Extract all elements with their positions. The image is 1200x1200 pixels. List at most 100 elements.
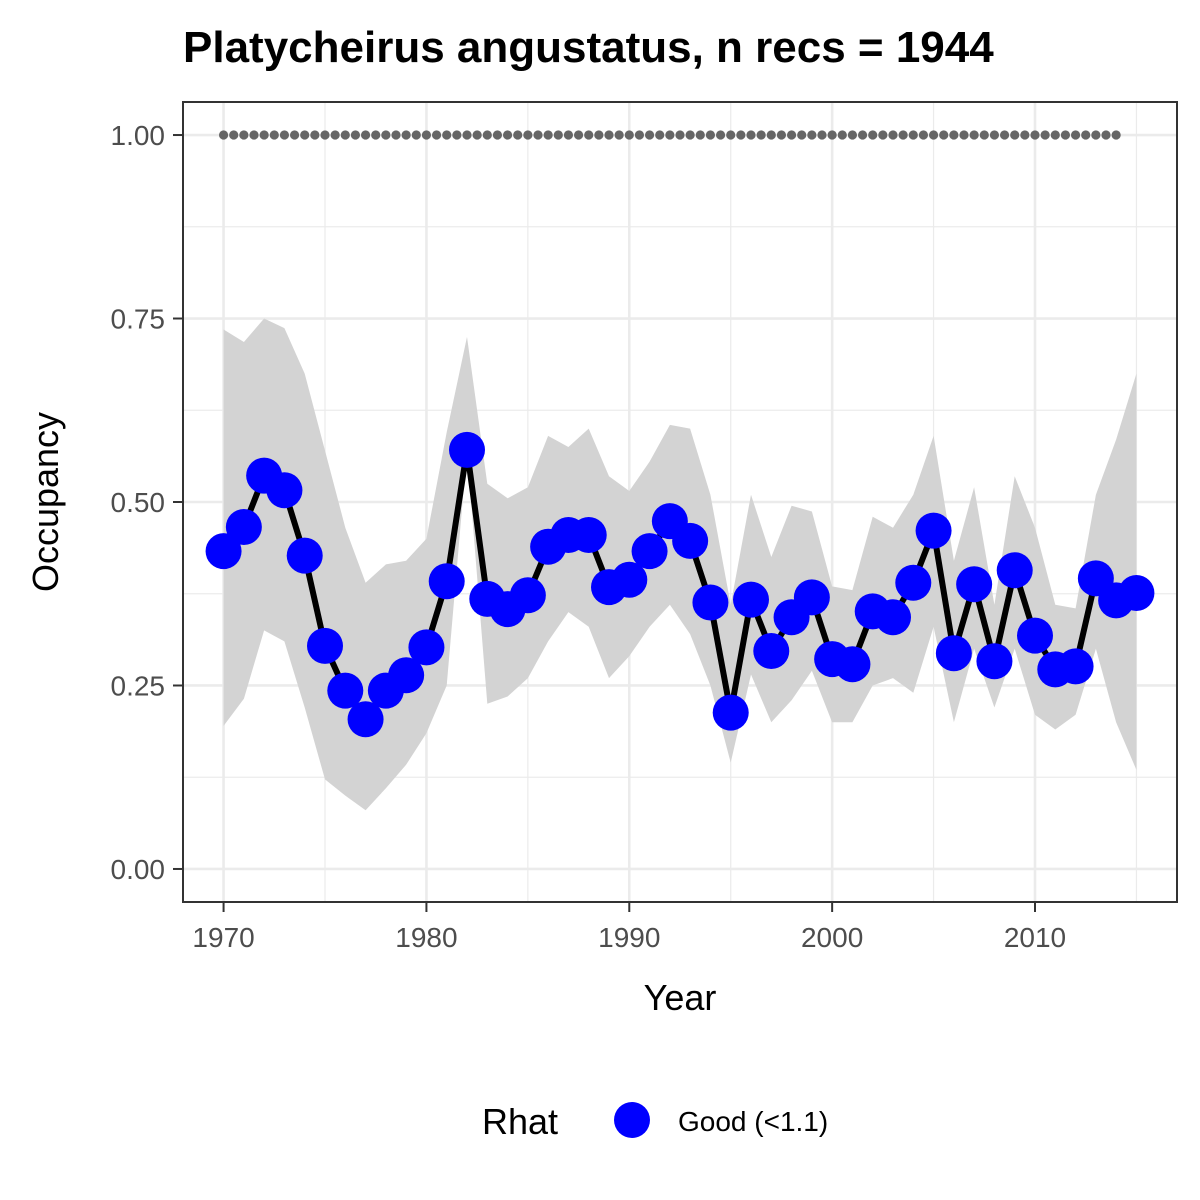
data-points-layer <box>205 431 1155 738</box>
data-point <box>428 563 465 600</box>
reference-line-dot <box>249 130 259 140</box>
reference-line-dot <box>797 130 807 140</box>
data-point <box>915 512 952 549</box>
chart-title: Platycheirus angustatus, n recs = 1944 <box>183 23 994 72</box>
reference-line-dot <box>908 130 918 140</box>
data-point <box>225 508 262 545</box>
reference-line-dot <box>644 130 655 140</box>
data-point <box>753 632 790 669</box>
legend-key-good <box>614 1102 650 1138</box>
y-tick-label: 0.00 <box>111 854 166 885</box>
reference-line-dot <box>269 130 279 140</box>
reference-line-dot <box>584 130 594 140</box>
y-tick-label: 1.00 <box>111 120 166 151</box>
data-point <box>733 581 769 618</box>
reference-line-dot <box>391 130 401 140</box>
reference-line-dot <box>1081 130 1091 140</box>
reference-line-dot <box>320 130 330 140</box>
x-tick-label: 1990 <box>598 922 660 953</box>
data-point <box>692 584 729 621</box>
y-axis: 0.00 0.25 0.50 0.75 1.00 <box>111 120 183 885</box>
reference-line-dot <box>573 130 584 140</box>
reference-line-dot <box>857 130 868 140</box>
reference-line-dot <box>300 130 310 140</box>
reference-line-dot <box>624 130 634 140</box>
reference-line-dot <box>746 130 756 140</box>
reference-line-dot <box>949 130 959 140</box>
reference-line-dot <box>1040 130 1050 140</box>
reference-line-dot <box>736 130 746 140</box>
data-point <box>875 599 911 636</box>
legend: Rhat Good (<1.1) <box>482 1101 828 1142</box>
reference-line-dot <box>999 130 1010 140</box>
reference-line-dot <box>928 130 939 140</box>
reference-line-dot <box>939 130 949 140</box>
reference-line-dot <box>462 130 472 140</box>
reference-line-dot <box>1050 130 1060 140</box>
data-point <box>1057 648 1094 685</box>
reference-line-dot <box>979 130 989 140</box>
reference-line-layer <box>218 130 1121 140</box>
reference-line-dot <box>807 130 817 140</box>
reference-line-dot <box>401 130 411 140</box>
reference-line-dot <box>543 130 553 140</box>
data-point <box>611 561 648 598</box>
x-tick-label: 2000 <box>801 922 863 953</box>
reference-line-dot <box>502 130 513 140</box>
x-axis-title: Year <box>644 977 717 1018</box>
reference-line-dot <box>350 130 361 140</box>
reference-line-dot <box>421 130 432 140</box>
reference-line-dot <box>817 130 827 140</box>
reference-line-dot <box>837 130 847 140</box>
reference-line-dot <box>918 130 929 140</box>
reference-line-dot <box>381 130 391 140</box>
reference-line-dot <box>229 130 239 140</box>
reference-line-dot <box>431 130 442 140</box>
data-point <box>570 517 607 554</box>
reference-line-dot <box>492 130 503 140</box>
reference-line-dot <box>888 130 898 140</box>
reference-line-dot <box>452 130 462 140</box>
data-point <box>895 564 932 601</box>
data-point <box>712 694 749 731</box>
reference-line-dot <box>959 130 969 140</box>
reference-line-dot <box>989 130 1000 140</box>
reference-line-dot <box>868 130 878 140</box>
data-point <box>1017 617 1053 654</box>
data-point <box>793 579 830 616</box>
reference-line-dot <box>604 130 614 140</box>
reference-line-dot <box>1010 130 1020 140</box>
reference-line-dot <box>1101 130 1111 140</box>
reference-line-dot <box>563 130 574 140</box>
data-point <box>327 672 364 709</box>
y-axis-title: Occupancy <box>25 412 66 592</box>
legend-title: Rhat <box>482 1101 558 1142</box>
reference-line-dot <box>1060 130 1071 140</box>
data-point <box>935 635 972 672</box>
reference-line-dot <box>279 130 290 140</box>
reference-line-dot <box>634 130 645 140</box>
reference-line-dot <box>614 130 624 140</box>
reference-line-dot <box>898 130 908 140</box>
reference-line-dot <box>1020 130 1030 140</box>
data-point <box>408 629 445 666</box>
reference-line-dot <box>776 130 787 140</box>
reference-line-dot <box>685 130 695 140</box>
reference-line-dot <box>766 130 776 140</box>
data-point <box>672 522 709 559</box>
reference-line-dot <box>259 130 269 140</box>
reference-line-dot <box>705 130 716 140</box>
y-tick-label: 0.75 <box>111 304 166 335</box>
reference-line-dot <box>655 130 665 140</box>
data-point <box>956 566 993 603</box>
reference-line-dot <box>1091 130 1101 140</box>
data-point <box>286 537 323 574</box>
data-point <box>205 533 242 570</box>
reference-line-dot <box>969 130 979 140</box>
reference-line-dot <box>827 130 837 140</box>
reference-line-dot <box>675 130 685 140</box>
reference-line-dot <box>665 130 675 140</box>
reference-line-dot <box>371 130 381 140</box>
y-tick-label: 0.50 <box>111 487 166 518</box>
